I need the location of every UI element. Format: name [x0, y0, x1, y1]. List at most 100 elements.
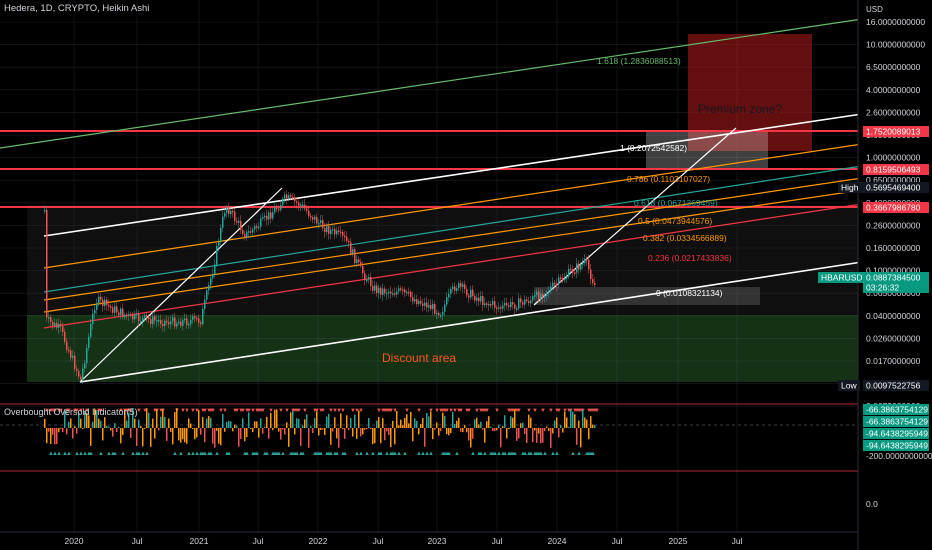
candle-body — [298, 202, 300, 206]
candle-body — [328, 225, 330, 234]
indicator-bar — [144, 427, 146, 429]
indicator-bar — [534, 428, 536, 431]
indicator-bar — [124, 409, 126, 428]
price-badge-text: 0.3667986780 — [866, 203, 921, 213]
indicator-marker: ▲ — [56, 451, 62, 457]
price-badge: Low — [838, 380, 860, 391]
indicator-bar — [364, 428, 366, 431]
indicator-bar — [92, 421, 94, 428]
indicator-bar — [132, 408, 134, 428]
indicator-bar — [458, 417, 460, 428]
indicator-marker: ▲ — [134, 451, 140, 457]
indicator-bar — [344, 428, 346, 439]
indicator-bar — [572, 411, 574, 428]
candle-body — [450, 289, 452, 294]
indicator-bar — [480, 421, 482, 428]
candle-body — [290, 195, 292, 197]
candle-body — [320, 220, 322, 223]
candle-body — [308, 210, 310, 216]
indicator-marker: ▼ — [380, 408, 386, 414]
indicator-marker: ▲ — [264, 451, 270, 457]
indicator-marker: ▼ — [388, 408, 394, 414]
candle-body — [514, 304, 516, 309]
indicator-marker: ▲ — [444, 451, 450, 457]
indicator-bar — [502, 426, 504, 428]
indicator-bar — [384, 428, 386, 441]
indicator-marker: ▲ — [442, 451, 448, 457]
indicator-marker: ▲ — [584, 451, 590, 457]
indicator-marker: ▼ — [318, 408, 324, 414]
candle-body — [170, 321, 172, 325]
indicator-bar — [218, 428, 220, 444]
indicator-bar — [136, 428, 138, 446]
indicator-y-tick: 0.0 — [866, 499, 878, 509]
indicator-bar — [588, 428, 590, 440]
candle-body — [206, 290, 208, 300]
indicator-marker: ▲ — [554, 451, 560, 457]
candle-body — [410, 291, 412, 298]
indicator-marker: ▼ — [404, 408, 410, 414]
y-tick-label: 0.6500000000 — [866, 175, 921, 185]
candle-body — [184, 318, 186, 321]
indicator-marker: ▲ — [378, 451, 384, 457]
price-badge-text: 0.5695469400 — [866, 183, 921, 193]
indicator-marker: ▼ — [320, 408, 326, 414]
indicator-bar — [296, 418, 298, 428]
candle-body — [70, 350, 72, 358]
indicator-marker: ▲ — [424, 451, 430, 457]
indicator-marker: ▼ — [554, 408, 560, 414]
price-badge: 0.5695469400 — [863, 182, 929, 193]
indicator-bar — [444, 415, 446, 428]
candle-body — [516, 308, 518, 310]
candle-body — [314, 216, 316, 220]
candle-body — [574, 272, 576, 274]
candle-body — [326, 225, 328, 233]
candle-body — [324, 228, 326, 233]
indicator-marker: ▼ — [312, 408, 318, 414]
x-tick-label: Jul — [373, 536, 384, 546]
grid — [0, 0, 858, 532]
indicator-bar — [456, 420, 458, 428]
y-tick-label: 4.0000000000 — [866, 85, 921, 95]
price-badge-text: High — [841, 183, 859, 193]
indicator-marker: ▲ — [342, 451, 348, 457]
y-tick-label: 0.1000000000 — [866, 266, 921, 276]
currency-label[interactable]: USD — [866, 5, 883, 14]
indicator-marker: ▲ — [416, 451, 422, 457]
indicator-bar — [82, 428, 84, 429]
indicator-bar — [98, 418, 100, 428]
indicator-bar — [126, 420, 128, 428]
indicator-bar — [492, 428, 494, 432]
indicator-bar — [264, 426, 266, 428]
candle-body — [118, 312, 120, 316]
indicator-bar — [354, 414, 356, 428]
candle-body — [274, 207, 276, 213]
indicator-bar — [446, 428, 448, 435]
indicator-bar — [430, 411, 432, 428]
indicator-bar — [138, 419, 140, 428]
indicator-marker: ▼ — [278, 408, 284, 414]
indicator-bar — [54, 428, 56, 445]
indicator-bar — [400, 419, 402, 428]
candle-body — [312, 217, 314, 220]
indicator-bar — [242, 418, 244, 428]
candle-body — [306, 208, 308, 211]
price-badge: 0.8159506493 — [863, 164, 929, 175]
indicator-marker: ▲ — [74, 451, 80, 457]
indicator-bar — [422, 417, 424, 428]
indicator-bar — [318, 428, 320, 436]
candle-body — [344, 235, 346, 238]
indicator-marker: ▲ — [78, 451, 84, 457]
indicator-bar — [84, 410, 86, 428]
indicator-marker: ▼ — [126, 408, 132, 414]
candle-body — [436, 312, 438, 315]
candle-body — [520, 298, 522, 303]
candle-body — [152, 316, 154, 325]
candle-body — [266, 215, 268, 220]
indicator-marker: ▲ — [62, 451, 68, 457]
indicator-bar — [272, 428, 274, 431]
candle-body — [148, 317, 150, 320]
indicator-bar — [580, 428, 582, 448]
candle-body — [216, 245, 218, 265]
